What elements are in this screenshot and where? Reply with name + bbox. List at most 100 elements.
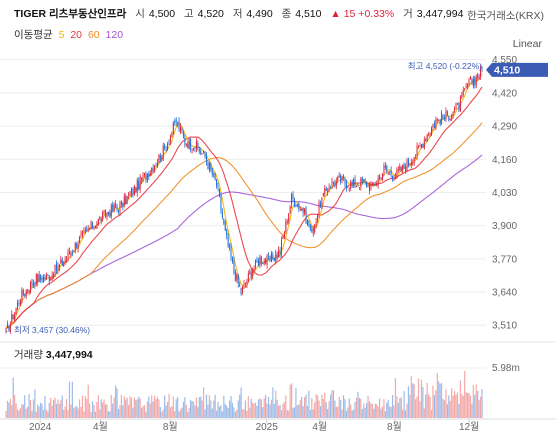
volume-bar [474,395,476,418]
candle [109,209,111,218]
candle [41,275,43,284]
volume-bar [439,383,441,418]
volume-bar [449,400,451,418]
candle-body [139,176,141,190]
candle [389,170,391,176]
volume-bar [8,402,10,418]
volume-bar [419,401,421,418]
candle-body [55,263,57,271]
candle [448,115,450,122]
volume-bar [364,407,366,418]
candle [143,172,145,178]
candle-body [481,68,483,70]
volume-bar [198,397,200,418]
volume-bar [324,392,326,418]
volume-bar [381,406,384,418]
volume-bar [182,401,185,418]
candle [354,175,356,188]
volume-bar [132,407,134,418]
volume-bar [441,382,443,418]
volume-bar [151,395,153,418]
volume-bar [325,402,327,418]
candle-body [436,119,438,122]
volume-bar [89,403,91,418]
candle [247,270,249,283]
candle-body [194,147,196,149]
candle-body [12,314,14,320]
candle [286,219,288,225]
candle [184,133,186,148]
candlestick-series [5,64,483,334]
candle-body [115,203,117,208]
candle [226,228,228,240]
ma-legend-60[interactable]: 60 [87,29,100,41]
ma-legend-5[interactable]: 5 [58,29,65,41]
candle-body [87,229,89,230]
candle-body [236,274,238,280]
scale-toggle-button[interactable]: Linear [512,38,542,50]
volume-bar [221,411,223,418]
volume-bar [102,402,104,418]
candle-body [174,121,176,123]
candle-body [477,74,479,78]
volume-bar [192,401,195,418]
volume-bar [126,397,128,418]
volume-bar [357,391,359,418]
volume-bar [420,379,423,418]
volume-bar [260,399,262,418]
volume-bar [178,411,180,418]
candle-body [169,135,171,143]
volume-bar [188,407,190,418]
volume-bar [115,385,117,418]
candle-body [216,179,218,186]
candle-body [171,133,173,137]
candle-body [18,302,20,304]
candle [285,218,287,235]
volume-bar [409,394,411,418]
volume-bar [64,406,66,418]
candle-body [100,218,102,222]
candle [403,162,405,170]
ma-legend-20[interactable]: 20 [70,29,83,41]
candle-body [462,90,464,96]
candle [164,143,166,151]
candle [311,225,313,233]
candle [253,265,255,273]
volume-bar [456,392,459,418]
candle [220,192,222,214]
volume-bar [262,407,264,418]
volume-bar [308,390,310,418]
candle-body [296,204,298,206]
candle [265,257,267,265]
candle [396,167,398,179]
candle-body [221,211,223,218]
volume-bar [282,404,284,418]
volume-bar [191,400,193,418]
volume-bar [74,406,76,418]
volume-bar [156,396,159,418]
candle-body [123,196,125,206]
candle [373,181,375,187]
volume-bar [227,407,229,418]
current-price-tag [486,62,548,77]
volume-bar [348,398,350,418]
candle [246,278,248,289]
candle [306,219,308,226]
candle-body [295,205,297,207]
volume-bar [337,406,339,418]
candle-body [102,211,104,220]
candle [67,248,69,263]
volume-bar [455,394,457,418]
ma-legend-120[interactable]: 120 [105,29,124,41]
volume-bar [184,397,186,418]
candle [43,274,45,283]
candle [214,173,216,181]
candle [407,157,409,168]
candle [439,118,441,127]
volume-bar [378,398,381,418]
volume-bar [345,410,348,418]
candle-body [351,181,353,185]
volume-bar [410,376,412,418]
candle [288,213,290,225]
